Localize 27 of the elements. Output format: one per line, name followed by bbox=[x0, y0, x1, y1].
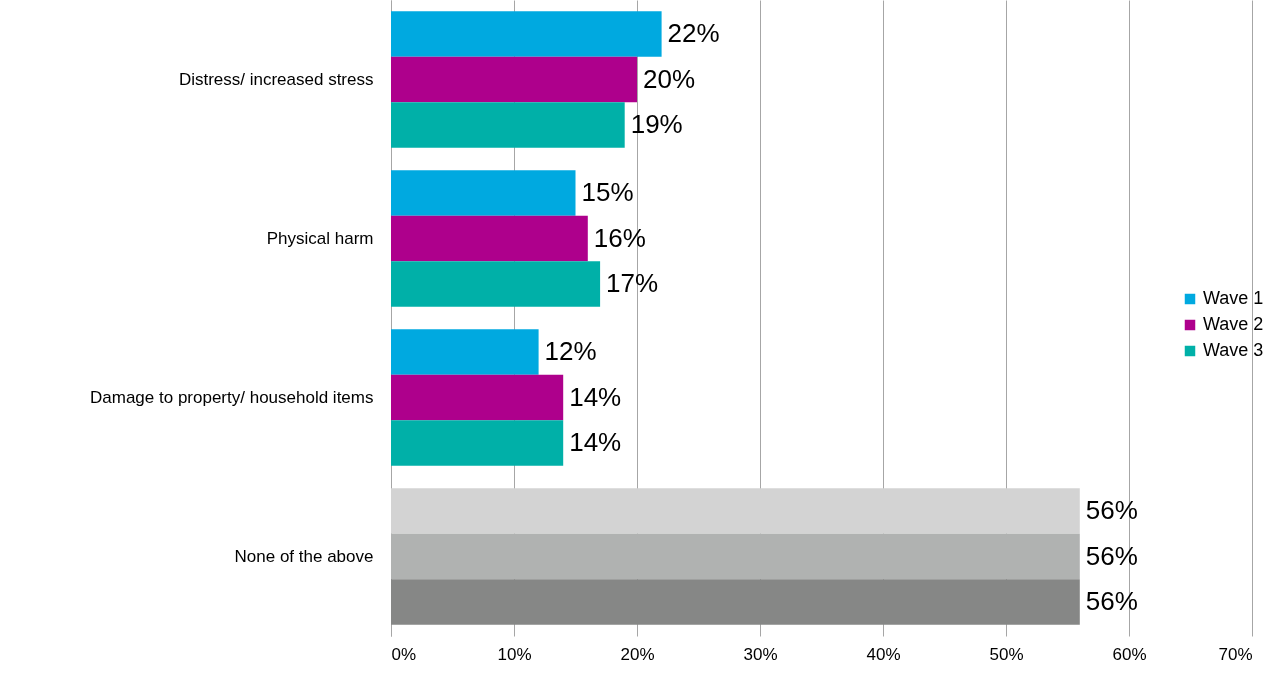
data-label: 56% bbox=[1085, 494, 1138, 525]
x-tick-label: 0% bbox=[391, 644, 417, 664]
legend-label: Wave 3 bbox=[1203, 340, 1264, 360]
legend-label: Wave 2 bbox=[1203, 314, 1264, 334]
data-label: 22% bbox=[667, 17, 720, 48]
x-tick-label: 40% bbox=[866, 644, 901, 664]
x-tick-label: 20% bbox=[620, 644, 655, 664]
y-tick-label: Physical harm bbox=[266, 228, 374, 248]
x-tick-label: 10% bbox=[497, 644, 532, 664]
y-tick-label: Damage to property/ household items bbox=[90, 387, 374, 407]
data-label: 56% bbox=[1085, 586, 1138, 617]
data-label: 17% bbox=[606, 268, 659, 299]
x-tick-label: 70% bbox=[1218, 644, 1253, 664]
legend-label: Wave 1 bbox=[1203, 288, 1264, 308]
y-tick-label: None of the above bbox=[234, 546, 374, 566]
data-label: 56% bbox=[1085, 540, 1138, 571]
data-label: 19% bbox=[630, 109, 683, 140]
data-label: 20% bbox=[643, 63, 696, 94]
x-tick-label: 50% bbox=[989, 644, 1024, 664]
x-tick-label: 30% bbox=[743, 644, 778, 664]
data-label: 12% bbox=[544, 335, 597, 366]
data-label: 14% bbox=[569, 427, 622, 458]
x-tick-label: 60% bbox=[1112, 644, 1147, 664]
data-label: 16% bbox=[593, 222, 646, 253]
y-tick-label: Distress/ increased stress bbox=[178, 69, 374, 89]
data-label: 14% bbox=[569, 381, 622, 412]
data-label: 15% bbox=[581, 176, 634, 207]
